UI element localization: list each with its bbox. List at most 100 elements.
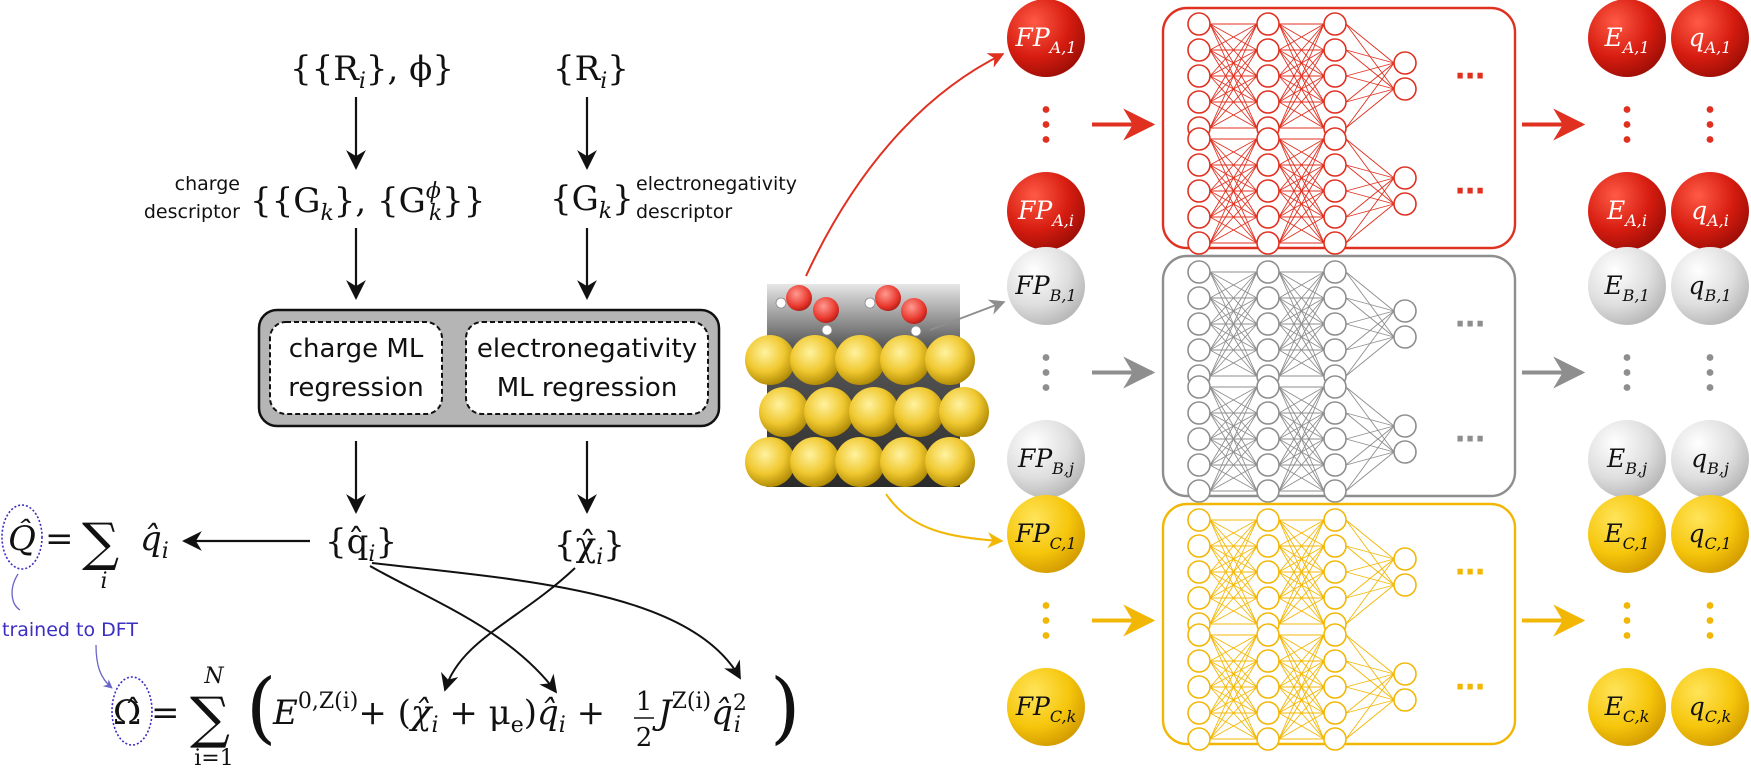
gold-atom-layers <box>745 335 989 487</box>
gold-atom <box>880 437 930 487</box>
network-edge <box>1278 464 1325 492</box>
vertical-ellipsis-dot <box>1623 136 1631 143</box>
network-neuron <box>1323 701 1347 725</box>
vertical-ellipsis-dot <box>1042 617 1050 624</box>
network-edge <box>1209 23 1258 103</box>
arrow-surface-to-row-B <box>929 299 1006 331</box>
charge-ml-line2: regression <box>288 373 423 403</box>
network-neuron <box>1323 401 1347 425</box>
arrow-surface-to-row-A <box>805 53 1005 277</box>
network-neuron <box>1393 51 1417 75</box>
network-edge <box>1345 699 1395 740</box>
energy-bottom-label: EA,i <box>1606 196 1647 230</box>
network-neuron <box>1256 375 1280 399</box>
charge-top <box>1671 495 1749 573</box>
network-neuron <box>1187 38 1211 62</box>
network-neuron <box>1187 623 1211 647</box>
network-neuron <box>1256 586 1280 610</box>
en-ml-box <box>465 321 709 415</box>
energy-bottom-label: EB,j <box>1606 444 1647 478</box>
network-neuron <box>1187 427 1211 451</box>
vertical-ellipsis-dot <box>1042 106 1050 113</box>
network-edge <box>1209 438 1258 492</box>
fingerprint-top-label: FPB,1 <box>1014 271 1076 305</box>
network-edge <box>1278 271 1325 325</box>
network-edge <box>1278 216 1325 244</box>
network-edge <box>1278 323 1325 377</box>
network-neuron <box>1256 534 1280 558</box>
charge-bottom <box>1671 172 1749 250</box>
gold-atom <box>925 437 975 487</box>
charge-bottom-label: qC,k <box>1689 692 1731 726</box>
network-edge <box>1209 138 1258 192</box>
network-edge <box>1345 23 1395 64</box>
charge-descriptor-label-line2: descriptor <box>144 201 240 223</box>
network-edge <box>1209 412 1258 492</box>
network-neuron <box>1256 479 1280 503</box>
network-neuron <box>1187 231 1211 255</box>
network-edge <box>1278 686 1325 740</box>
fingerprint-bottom <box>1007 172 1085 250</box>
network-edge <box>1345 558 1395 599</box>
network-edge <box>1345 49 1395 64</box>
network-neuron <box>1256 560 1280 584</box>
network-neuron <box>1323 64 1347 88</box>
network-edge <box>1278 271 1325 351</box>
charge-top-label: qC,1 <box>1689 519 1732 553</box>
network-edge <box>1278 438 1325 492</box>
fingerprint-bottom-label: FPA,i <box>1017 196 1074 230</box>
gold-atom <box>790 335 840 385</box>
vertical-ellipsis-dot <box>1623 106 1631 113</box>
charge-top-label: qB,1 <box>1688 271 1731 305</box>
network-edge <box>1209 634 1258 662</box>
network-edge <box>1278 634 1325 714</box>
network-neuron <box>1323 205 1347 229</box>
omega-open-paren: ( <box>246 663 276 753</box>
vertical-ellipsis-dot <box>1706 136 1714 143</box>
trained-to-dft-label: trained to DFT <box>2 619 138 641</box>
gold-atom <box>925 335 975 385</box>
network-edge <box>1345 310 1395 377</box>
network-neuron <box>1256 231 1280 255</box>
network-edge <box>1278 634 1325 740</box>
hydrogen-atom <box>864 297 876 309</box>
network-edge <box>1278 519 1325 625</box>
network-neuron <box>1187 453 1211 477</box>
fingerprint-top <box>1007 0 1085 77</box>
network-neuron <box>1323 453 1347 477</box>
network-edge <box>1209 138 1258 218</box>
omega-hat-highlight <box>111 676 153 746</box>
network-neuron <box>1323 586 1347 610</box>
network-edge <box>1278 349 1325 377</box>
energy-bottom <box>1588 172 1666 250</box>
network-neuron <box>1323 479 1347 503</box>
omega-sum-top: N <box>203 664 224 689</box>
network-neuron <box>1187 338 1211 362</box>
q-hat-highlight <box>1 504 43 570</box>
network-edge <box>1209 23 1258 129</box>
network-neuron <box>1187 534 1211 558</box>
gold-atom <box>894 387 944 437</box>
network-neuron <box>1256 701 1280 725</box>
network-neuron <box>1187 12 1211 36</box>
network-edge <box>1209 519 1258 547</box>
network-edge <box>1345 412 1395 427</box>
charge-ml-line1: charge ML <box>289 334 424 364</box>
network-neuron <box>1323 231 1347 255</box>
vertical-ellipsis-dot <box>1042 369 1050 376</box>
vertical-ellipsis-dot <box>1706 121 1714 128</box>
network-edge <box>1278 412 1325 492</box>
network-edge <box>1278 23 1325 51</box>
network-neuron <box>1256 675 1280 699</box>
energy-top-label: EB,1 <box>1603 271 1649 305</box>
network-edge <box>1278 519 1325 599</box>
network-neuron <box>1256 38 1280 62</box>
q-hat-total: Q̂ <box>8 518 36 559</box>
vertical-ellipsis-dot <box>1706 354 1714 361</box>
network-neuron <box>1323 375 1347 399</box>
network-edge <box>1278 386 1325 440</box>
network-neuron <box>1323 338 1347 362</box>
network-neuron <box>1187 312 1211 336</box>
trained-connector-bottom <box>95 644 113 689</box>
